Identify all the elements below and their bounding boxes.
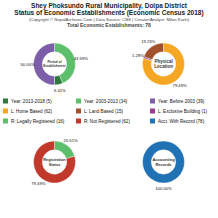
legend-label: R: Legally Registered (16) xyxy=(11,119,65,124)
legend-label: Year: Before 2003 (39) xyxy=(158,99,205,104)
center-label: RegistrationStatus xyxy=(43,158,66,167)
legend-swatch xyxy=(3,99,8,104)
legend-swatch xyxy=(150,119,155,124)
center-label: AccountingRecords xyxy=(152,157,175,167)
slice xyxy=(55,75,63,85)
data-label: 79.49% xyxy=(31,181,45,186)
legend-swatch xyxy=(76,109,81,114)
donut-chart: 79.49% 1.28% 19.23% PhysicalLocation xyxy=(132,39,187,88)
data-labels: 79.49% 1.28% 19.23% xyxy=(132,39,187,88)
legend-label: R: Not Registered (62) xyxy=(84,119,130,124)
legend-label: L: Home Based (62) xyxy=(11,109,53,114)
legend-swatch xyxy=(76,119,81,124)
legend-label: L: Land Based (15) xyxy=(84,109,124,114)
subtitle: Total Economic Establishments: 78 xyxy=(67,22,151,28)
slice xyxy=(144,43,164,60)
slice xyxy=(55,141,75,159)
legend-label: Year: 2003-2013 (34) xyxy=(84,99,128,104)
data-label: 19.23% xyxy=(141,39,155,44)
legend-swatch xyxy=(76,99,81,104)
legend-label: Acct. With Record (78) xyxy=(158,119,205,124)
data-label: 43.59% xyxy=(74,56,88,61)
center-label: Period ofEstablishment xyxy=(43,60,66,68)
legend-swatch xyxy=(150,109,155,114)
slices xyxy=(143,141,185,183)
data-label: 6.41% xyxy=(54,88,66,93)
data-labels: 20.51% 79.49% xyxy=(31,138,78,186)
donut-chart: 100.00% AccountingRecords xyxy=(143,141,185,191)
donut-chart: 43.59% 6.41% 50.00% Period ofEstablishment xyxy=(21,43,89,93)
legend: Year: 2013-2018 (5) Year: 2003-2013 (34) Y… xyxy=(3,99,207,124)
data-labels: 43.59% 6.41% 50.00% xyxy=(21,56,89,93)
slice xyxy=(143,141,185,183)
slice xyxy=(34,141,76,183)
legend-swatch xyxy=(3,109,8,114)
chart-container: Shey Phoksundo Rural Municipality, Dolpa… xyxy=(0,0,218,218)
slices xyxy=(34,43,76,85)
data-label: 50.00% xyxy=(21,62,35,67)
title: Status of Economic Establishments (Econo… xyxy=(14,9,203,17)
slices xyxy=(142,43,184,85)
data-labels: 100.00% xyxy=(155,186,172,191)
figure: Shey Phoksundo Rural Municipality, Dolpa… xyxy=(0,0,218,218)
legend-swatch xyxy=(3,119,8,124)
legend-label: Year: 2013-2018 (5) xyxy=(11,99,52,104)
legend-swatch xyxy=(150,99,155,104)
donut-chart: 20.51% 79.49% RegistrationStatus xyxy=(31,138,78,186)
data-label: 20.51% xyxy=(64,138,78,143)
data-label: 100.00% xyxy=(155,186,172,191)
slice xyxy=(142,43,184,85)
center-label: PhysicalLocation xyxy=(154,59,173,69)
data-label: 1.28% xyxy=(132,53,144,58)
slices xyxy=(34,141,76,183)
data-label: 79.49% xyxy=(173,83,187,88)
legend-label: L: Exclusive Building (1) xyxy=(158,109,207,114)
